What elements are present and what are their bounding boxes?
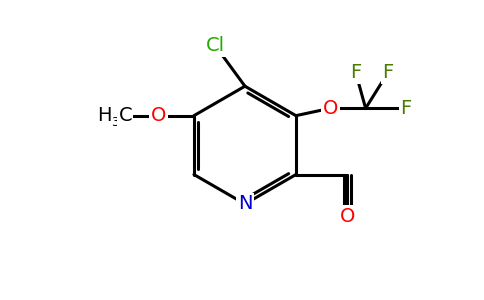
Text: O: O	[151, 106, 166, 125]
Text: C: C	[119, 106, 132, 125]
Text: O: O	[340, 207, 355, 226]
Text: H: H	[97, 106, 112, 125]
Text: N: N	[238, 194, 252, 214]
Text: O: O	[323, 99, 338, 118]
Text: F: F	[382, 64, 393, 83]
Text: F: F	[350, 64, 362, 83]
Text: F: F	[400, 99, 411, 118]
Text: 3: 3	[111, 116, 120, 129]
Text: Cl: Cl	[206, 37, 225, 56]
